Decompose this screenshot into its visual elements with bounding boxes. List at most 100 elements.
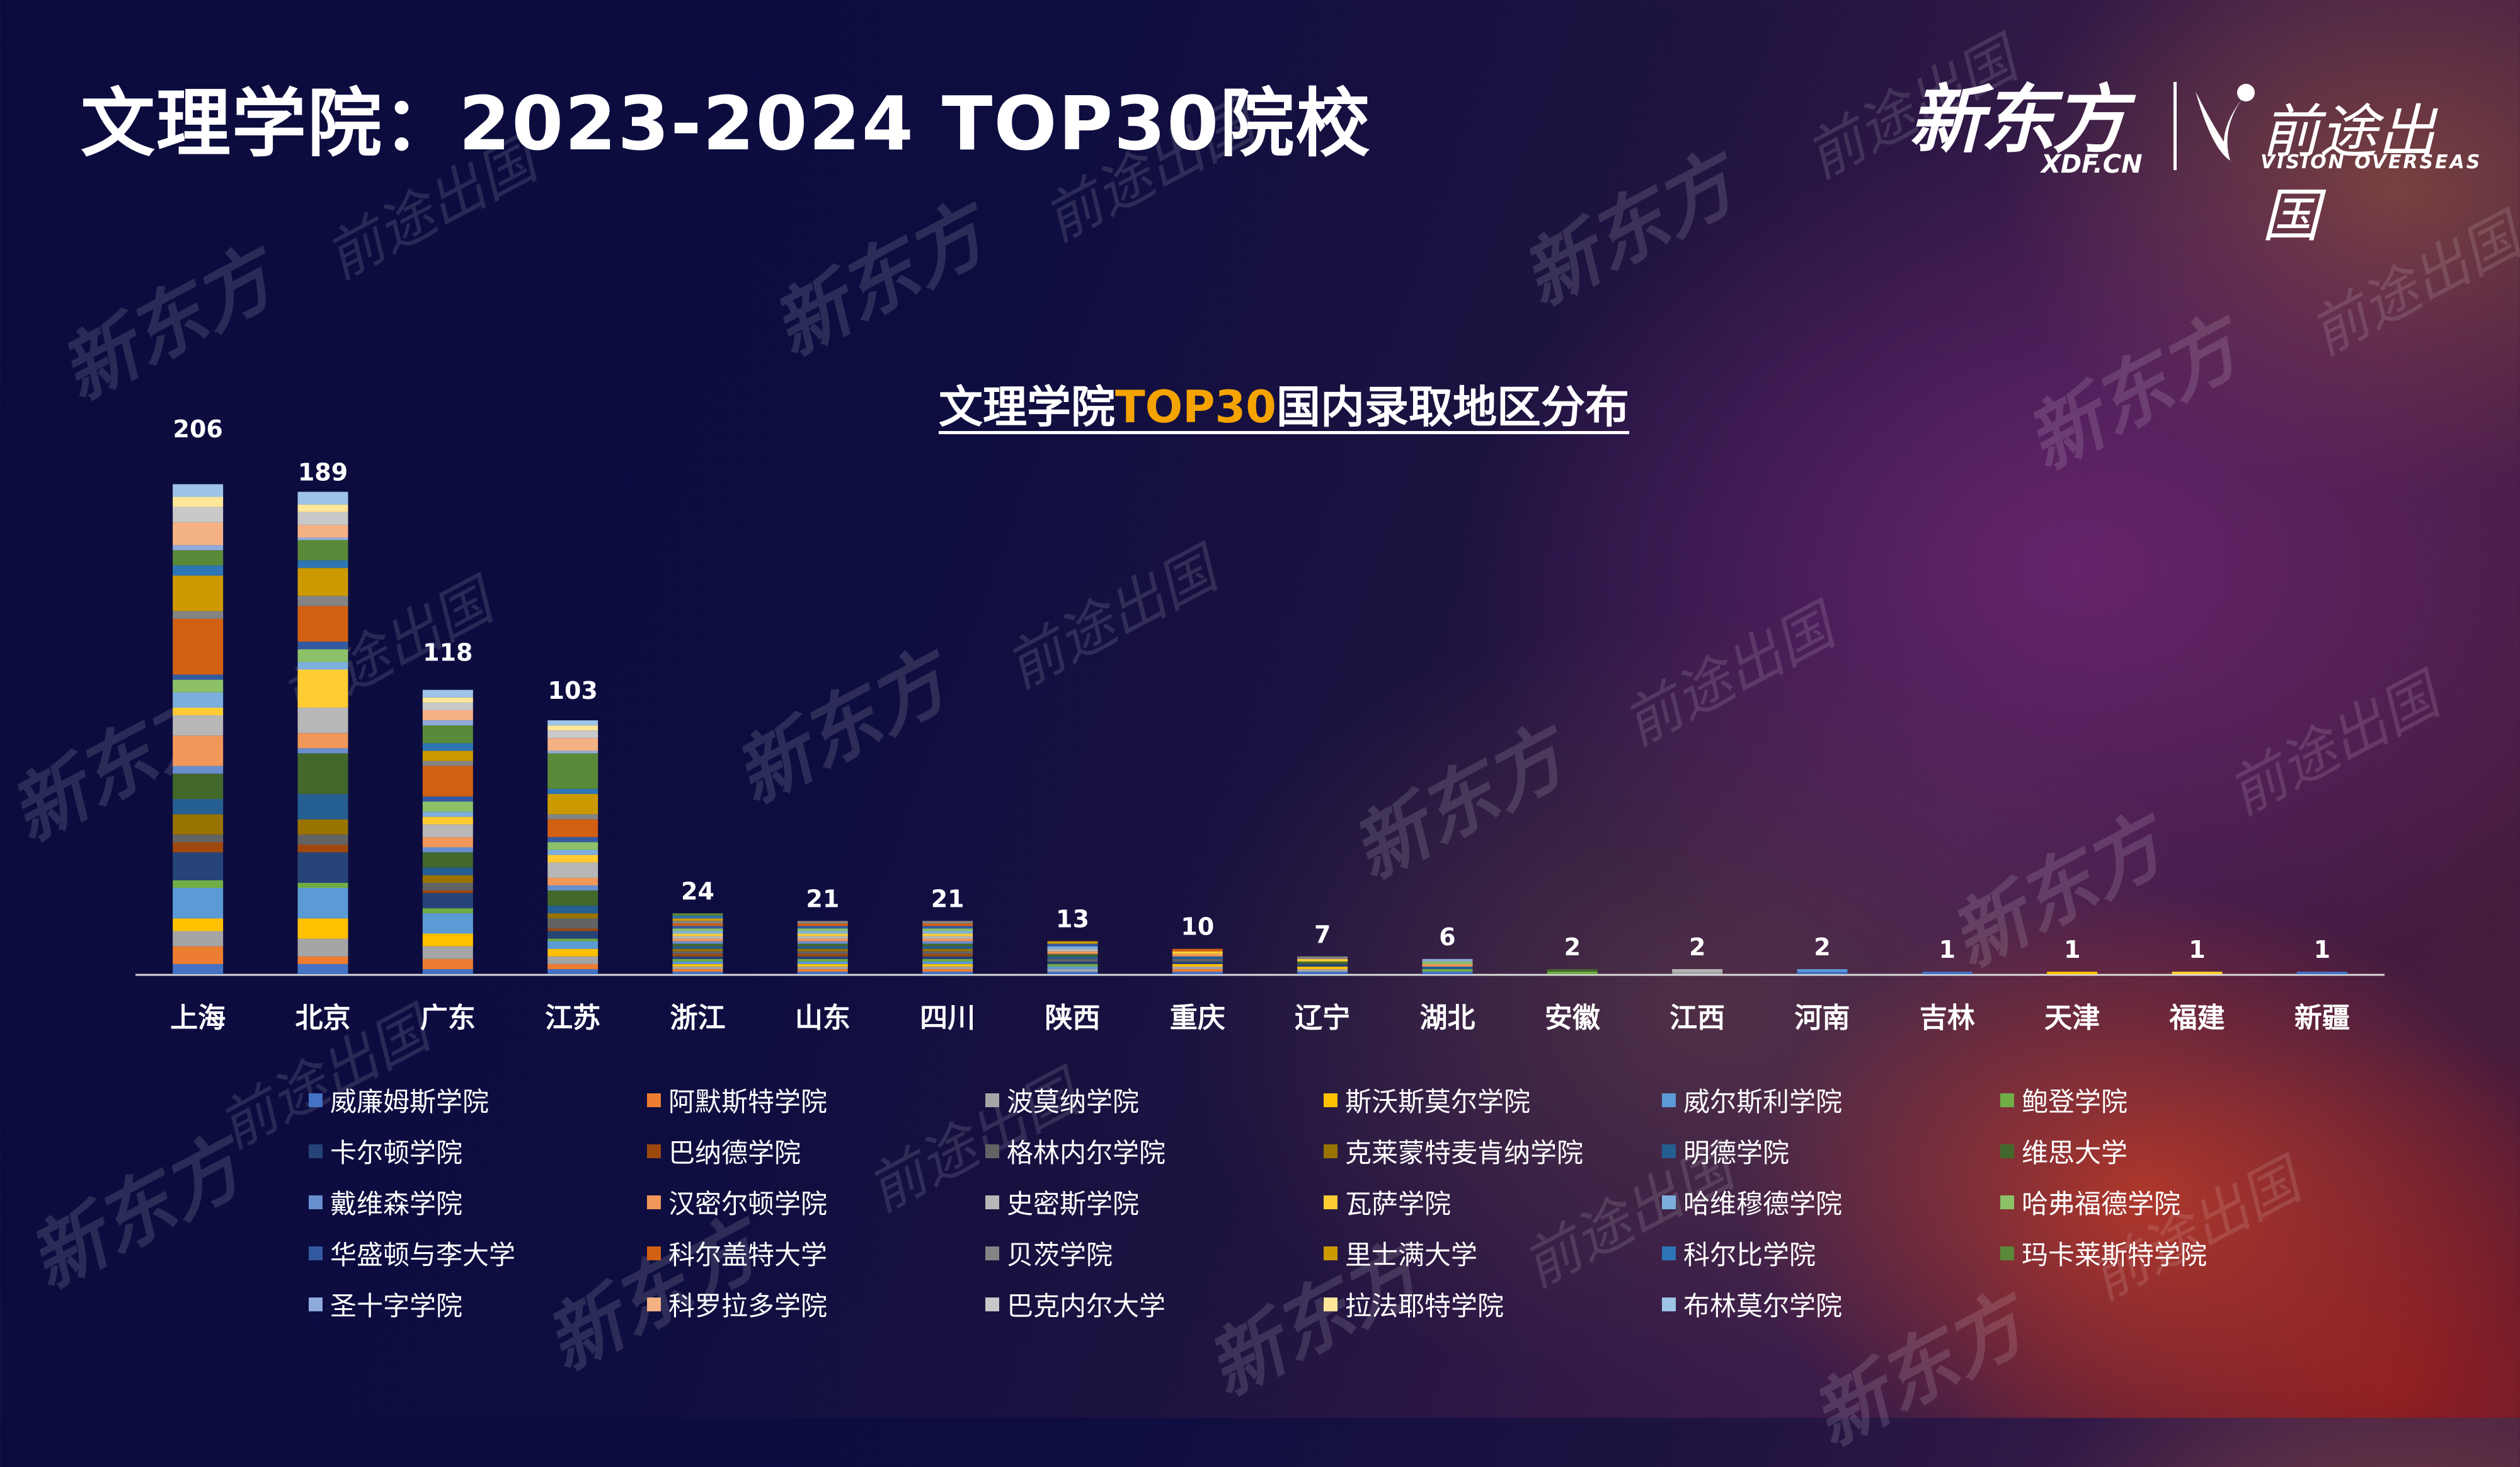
bar-segment xyxy=(173,766,224,774)
bar-segment xyxy=(547,814,598,820)
legend-label: 瓦萨学院 xyxy=(1345,1188,1452,1219)
legend-item: 卡尔顿学院 xyxy=(309,1125,647,1176)
bar-segment xyxy=(672,951,723,954)
bar-segment xyxy=(173,715,224,736)
bar-segment xyxy=(922,926,973,929)
bar-segment xyxy=(547,913,598,919)
bar-segment xyxy=(922,966,973,969)
bar-segment xyxy=(297,938,348,957)
bar-segment xyxy=(297,819,348,835)
bar-segment xyxy=(173,931,224,946)
data-label: 24 xyxy=(681,877,714,905)
bar-segment xyxy=(547,964,598,969)
bar-segment xyxy=(547,948,598,957)
bar-segment xyxy=(1047,971,1098,974)
bar-segment xyxy=(173,798,224,815)
bar-segment xyxy=(422,867,473,875)
bar-segment xyxy=(422,720,473,726)
legend-item: 华盛顿与李大学 xyxy=(309,1228,647,1279)
bar-segment xyxy=(797,951,848,954)
legend-item: 瓦萨学院 xyxy=(1324,1176,1662,1228)
x-tick-label: 天津 xyxy=(2044,1002,2100,1034)
bar-segment xyxy=(1047,956,1098,959)
bar-segment xyxy=(297,844,348,853)
bar-segment xyxy=(1047,941,1098,944)
legend-item: 圣十字学院 xyxy=(309,1279,647,1330)
bar-segment xyxy=(672,921,723,924)
bar-segment xyxy=(1047,953,1098,957)
bar-segment xyxy=(797,953,848,957)
bar-segment xyxy=(297,492,348,505)
legend-label: 威廉姆斯学院 xyxy=(330,1086,490,1117)
x-tick-label: 江苏 xyxy=(545,1002,600,1034)
bar-segment xyxy=(922,946,973,949)
data-label: 13 xyxy=(1056,906,1089,933)
bar-segment xyxy=(1797,969,1848,972)
legend-item: 斯沃斯莫尔学院 xyxy=(1324,1074,1662,1125)
bar-segment xyxy=(1297,961,1348,964)
legend-swatch xyxy=(1662,1195,1676,1209)
data-label: 2 xyxy=(1689,933,1705,961)
xdf-logo: 新东方 XDF.CN xyxy=(1909,76,2148,179)
bar-segment xyxy=(797,964,848,967)
legend-item: 拉法耶特学院 xyxy=(1324,1279,1662,1330)
legend-swatch xyxy=(309,1195,323,1209)
data-label: 2 xyxy=(1814,933,1830,961)
bar-segment xyxy=(797,966,848,969)
bar-segment xyxy=(922,923,973,926)
bar-segment xyxy=(547,931,598,939)
legend-swatch xyxy=(1324,1093,1337,1107)
legend-swatch xyxy=(1324,1144,1337,1158)
bar-segment xyxy=(672,916,723,919)
legend-label: 阿默斯特学院 xyxy=(668,1086,828,1117)
legend-label: 卡尔顿学院 xyxy=(330,1137,463,1168)
vision-overseas-logo: 前途出国 VISION OVERSEAS xyxy=(2186,79,2482,250)
bar-segment xyxy=(422,958,473,969)
data-label: 118 xyxy=(423,639,472,667)
legend-item: 明德学院 xyxy=(1662,1125,2000,1176)
bar-segment xyxy=(1422,971,1473,974)
bar-segment xyxy=(297,606,348,642)
legend-item: 戴维森学院 xyxy=(309,1176,647,1228)
bar-segment xyxy=(672,936,723,939)
bar-segment xyxy=(547,956,598,964)
data-label: 7 xyxy=(1314,921,1331,948)
legend-item: 克莱蒙特麦肯纳学院 xyxy=(1324,1125,1662,1176)
bar-segment xyxy=(547,751,598,754)
bar-segment xyxy=(1047,969,1098,972)
bar-segment xyxy=(672,969,723,972)
bar-segment xyxy=(1547,969,1598,972)
bar-segment xyxy=(422,946,473,959)
legend-item: 波莫纳学院 xyxy=(985,1074,1324,1125)
bar-segment xyxy=(297,504,348,512)
bar-segment xyxy=(1297,971,1348,974)
bar-segment xyxy=(422,852,473,868)
bar-segment xyxy=(422,908,473,914)
bar-segment xyxy=(672,928,723,931)
bar-segment xyxy=(672,938,723,941)
bar-segment xyxy=(547,885,598,891)
bar-segment xyxy=(297,540,348,561)
bar-segment xyxy=(672,918,723,921)
legend-item: 汉密尔顿学院 xyxy=(647,1176,985,1228)
xdf-logo-text: 新东方 xyxy=(1909,76,2127,163)
x-tick-label: 重庆 xyxy=(1170,1002,1225,1034)
bar-segment xyxy=(672,961,723,964)
x-tick-label: 福建 xyxy=(2169,1002,2225,1034)
bar-segment xyxy=(797,936,848,939)
legend-item: 布林莫尔学院 xyxy=(1662,1279,2000,1330)
bar-segment xyxy=(422,725,473,744)
legend-swatch xyxy=(1662,1144,1676,1158)
bar-segment xyxy=(797,933,848,936)
legend-label: 明德学院 xyxy=(1683,1137,1790,1168)
bar-segment xyxy=(922,956,973,959)
bar-segment xyxy=(297,888,348,919)
bar-segment xyxy=(173,545,224,551)
bar-segment xyxy=(1672,969,1723,972)
x-tick-label: 陕西 xyxy=(1045,1002,1101,1034)
bar-segment xyxy=(297,669,348,708)
bar-segment xyxy=(797,938,848,941)
bar-segment xyxy=(797,943,848,946)
bar-segment xyxy=(547,938,598,941)
legend-item: 格林内尔学院 xyxy=(985,1125,1324,1176)
